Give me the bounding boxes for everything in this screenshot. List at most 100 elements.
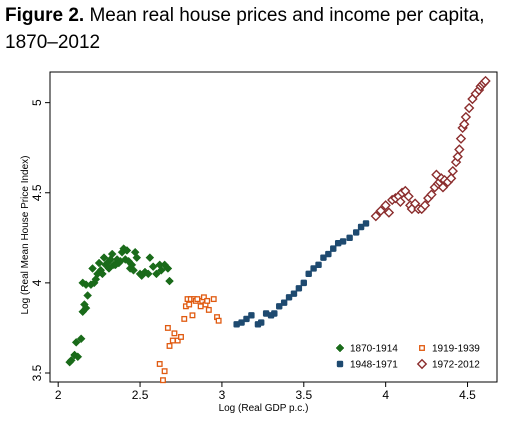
data-point — [215, 317, 222, 324]
data-point — [205, 306, 212, 313]
figure-title: Figure 2. Mean real house prices and inc… — [5, 2, 505, 56]
data-point — [305, 270, 312, 278]
data-point — [204, 297, 211, 304]
x-tick-label: 3 — [219, 388, 226, 402]
data-point — [233, 321, 240, 328]
data-point — [148, 262, 158, 272]
data-point — [71, 337, 81, 347]
data-point — [200, 294, 207, 301]
y-tick-label: 4.5 — [30, 184, 44, 201]
data-point — [122, 246, 132, 255]
data-point — [169, 337, 176, 344]
data-point — [445, 173, 457, 184]
data-point — [271, 310, 278, 317]
data-point — [310, 265, 317, 272]
data-point — [129, 265, 138, 275]
data-point — [174, 337, 181, 344]
data-point — [380, 200, 391, 211]
series-1972-2012 — [370, 75, 491, 222]
x-axis-title: Log (Real GDP p.c.) — [219, 403, 309, 414]
x-tick-label: 2 — [55, 388, 62, 402]
legend-item: 1948-1971 — [336, 360, 398, 371]
x-tick-label: 4 — [382, 388, 389, 402]
data-point — [480, 75, 491, 87]
data-point — [447, 165, 458, 177]
data-point — [143, 269, 153, 279]
data-point — [152, 269, 161, 279]
x-tick-label: 2.5 — [132, 388, 149, 402]
data-point — [370, 210, 382, 222]
data-point — [73, 352, 83, 362]
data-point — [357, 223, 365, 231]
data-point — [290, 290, 298, 297]
data-point — [189, 312, 196, 319]
data-point — [454, 144, 465, 155]
data-point — [295, 285, 303, 292]
data-point — [210, 296, 217, 303]
data-point — [419, 200, 431, 211]
data-point — [330, 245, 337, 252]
legend-label: 1948-1971 — [350, 360, 398, 371]
data-point — [346, 234, 353, 242]
data-point — [334, 240, 342, 247]
data-point — [164, 324, 171, 331]
y-tick-label: 3.5 — [30, 364, 44, 381]
data-point — [383, 207, 395, 218]
data-point — [248, 312, 255, 319]
data-point — [197, 303, 204, 310]
legend-item: 1972-2012 — [416, 358, 480, 371]
series-1948-1971 — [233, 220, 370, 328]
data-point — [339, 238, 347, 245]
axes: 2 2.5 3 3.5 4 4.5 3.5 4 4.5 5 Log (Real GDP p.c.) L… — [20, 71, 498, 414]
legend-label: 1972-2012 — [432, 360, 480, 371]
data-point — [160, 377, 166, 384]
plot-frame — [49, 71, 498, 383]
data-point — [145, 253, 155, 262]
data-point — [161, 368, 168, 375]
data-point — [375, 205, 386, 216]
data-point — [452, 151, 463, 162]
legend-marker — [416, 358, 428, 370]
data-point — [403, 191, 414, 202]
data-point — [437, 182, 449, 193]
data-point — [104, 264, 114, 273]
data-point — [76, 334, 86, 344]
series-1870-1914 — [65, 244, 174, 367]
data-point — [463, 102, 475, 114]
figure-label: Figure 2. — [5, 5, 85, 26]
data-point — [285, 294, 293, 301]
legend-marker — [335, 343, 345, 353]
legend-label: 1870-1914 — [350, 344, 398, 355]
data-point — [181, 315, 188, 322]
data-point — [83, 291, 93, 300]
y-axis-title: Log (Real Mean House Price Index) — [20, 156, 31, 315]
data-point — [455, 133, 467, 144]
data-point — [99, 253, 109, 262]
legend-label: 1919-1939 — [432, 344, 480, 355]
data-point — [460, 111, 472, 123]
data-point — [459, 119, 470, 130]
data-point — [320, 254, 327, 261]
data-point — [178, 333, 184, 340]
data-point — [258, 319, 265, 326]
legend-item: 1919-1939 — [419, 344, 480, 355]
legend-marker — [336, 360, 344, 368]
x-tick-label: 4.5 — [459, 388, 476, 402]
data-point — [362, 220, 370, 227]
y-tick-label: 4 — [30, 279, 44, 286]
data-point — [426, 189, 437, 200]
data-point — [132, 253, 142, 262]
data-point — [276, 303, 283, 310]
data-point — [88, 264, 97, 273]
y-tick-label: 5 — [30, 99, 44, 106]
legend: 1870-1914 1948-1971 1919-1939 1972-2012 — [335, 343, 480, 371]
data-point — [186, 301, 193, 308]
data-point — [238, 319, 245, 326]
data-points — [65, 75, 491, 384]
data-point — [166, 343, 173, 349]
data-point — [171, 330, 178, 337]
data-point — [165, 276, 174, 286]
data-point — [156, 361, 163, 367]
legend-item: 1870-1914 — [335, 343, 398, 355]
data-point — [262, 310, 270, 317]
